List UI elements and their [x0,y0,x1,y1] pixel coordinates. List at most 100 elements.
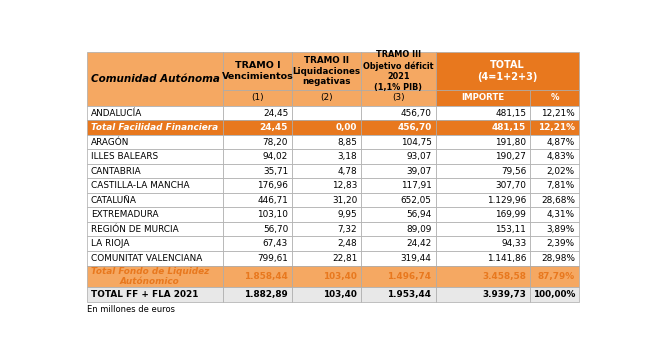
Text: 456,70: 456,70 [400,109,432,118]
Text: 56,94: 56,94 [406,210,432,219]
Text: 3,18: 3,18 [337,152,358,161]
Bar [436,222,530,236]
Bar [292,90,361,106]
Bar [436,120,530,135]
Text: 1.141,86: 1.141,86 [487,254,526,263]
Text: 2,02%: 2,02% [547,167,575,176]
Text: 799,61: 799,61 [257,254,288,263]
Text: 117,91: 117,91 [400,181,432,190]
Text: 8,85: 8,85 [337,138,358,147]
Text: LA RIOJA: LA RIOJA [91,239,129,248]
Bar [87,52,223,106]
Text: 94,33: 94,33 [501,239,526,248]
Text: 4,87%: 4,87% [547,138,575,147]
Bar [361,251,436,266]
Text: 12,21%: 12,21% [538,123,575,132]
Text: 4,31%: 4,31% [547,210,575,219]
Bar [292,208,361,222]
Text: ARAGÓN: ARAGÓN [91,138,129,147]
Bar [361,222,436,236]
Bar [87,164,223,178]
Text: 93,07: 93,07 [406,152,432,161]
Text: 89,09: 89,09 [406,225,432,234]
Text: Total Fondo de Liquidez
Autónomico: Total Fondo de Liquidez Autónomico [91,267,209,286]
Bar [361,90,436,106]
Bar [87,287,223,302]
Bar [361,178,436,193]
Bar [361,193,436,208]
Text: 7,32: 7,32 [337,225,358,234]
Bar [530,222,579,236]
Text: TRAMO I
Vencimientos: TRAMO I Vencimientos [222,61,293,81]
Text: 103,10: 103,10 [257,210,288,219]
Bar [292,106,361,120]
Bar [223,236,292,251]
Text: (1): (1) [252,93,264,103]
Text: 1.129,96: 1.129,96 [487,196,526,205]
Text: TRAMO II
Liquidaciones
negativas: TRAMO II Liquidaciones negativas [292,56,361,87]
Bar [436,208,530,222]
Bar [436,52,579,90]
Bar [292,287,361,302]
Text: 2,39%: 2,39% [547,239,575,248]
Bar [361,208,436,222]
Text: (3): (3) [392,93,405,103]
Text: 3.458,58: 3.458,58 [482,272,526,281]
Bar [361,120,436,135]
Text: 190,27: 190,27 [495,152,526,161]
Bar [223,287,292,302]
Text: (2): (2) [320,93,333,103]
Bar [436,164,530,178]
Text: Comunidad Autónoma: Comunidad Autónoma [91,74,220,84]
Text: 103,40: 103,40 [324,290,358,299]
Bar [436,178,530,193]
Text: 169,99: 169,99 [495,210,526,219]
Bar [223,52,292,90]
Bar [292,222,361,236]
Bar [361,164,436,178]
Bar [292,236,361,251]
Text: %: % [551,93,559,103]
Text: 0,00: 0,00 [336,123,358,132]
Bar [292,178,361,193]
Text: 481,15: 481,15 [492,123,526,132]
Bar [530,150,579,164]
Bar [292,120,361,135]
Text: 24,45: 24,45 [263,109,288,118]
Text: CATALUÑA: CATALUÑA [91,196,136,205]
Text: 56,70: 56,70 [263,225,288,234]
Text: ANDALUCÍA: ANDALUCÍA [91,109,142,118]
Text: EXTREMADURA: EXTREMADURA [91,210,159,219]
Bar [292,193,361,208]
Text: 1.858,44: 1.858,44 [244,272,288,281]
Bar [223,208,292,222]
Bar [530,164,579,178]
Bar [292,251,361,266]
Bar [361,287,436,302]
Bar [361,150,436,164]
Bar [292,135,361,150]
Bar [87,236,223,251]
Text: 12,83: 12,83 [332,181,358,190]
Text: 319,44: 319,44 [400,254,432,263]
Text: 87,79%: 87,79% [538,272,575,281]
Bar [87,193,223,208]
Text: TRAMO III
Objetivo déficit
2021
(1,1% PIB): TRAMO III Objetivo déficit 2021 (1,1% PI… [363,50,434,92]
Text: 39,07: 39,07 [406,167,432,176]
Bar [530,236,579,251]
Text: 191,80: 191,80 [495,138,526,147]
Text: 176,96: 176,96 [257,181,288,190]
Bar [436,236,530,251]
Bar [436,193,530,208]
Bar [530,135,579,150]
Text: 78,20: 78,20 [263,138,288,147]
Text: 22,81: 22,81 [332,254,358,263]
Bar [87,222,223,236]
Bar [87,208,223,222]
Text: 103,40: 103,40 [324,272,358,281]
Text: Total Facilidad Financiera: Total Facilidad Financiera [91,123,218,132]
Text: 9,95: 9,95 [337,210,358,219]
Bar [87,178,223,193]
Bar [436,150,530,164]
Text: 1.496,74: 1.496,74 [387,272,432,281]
